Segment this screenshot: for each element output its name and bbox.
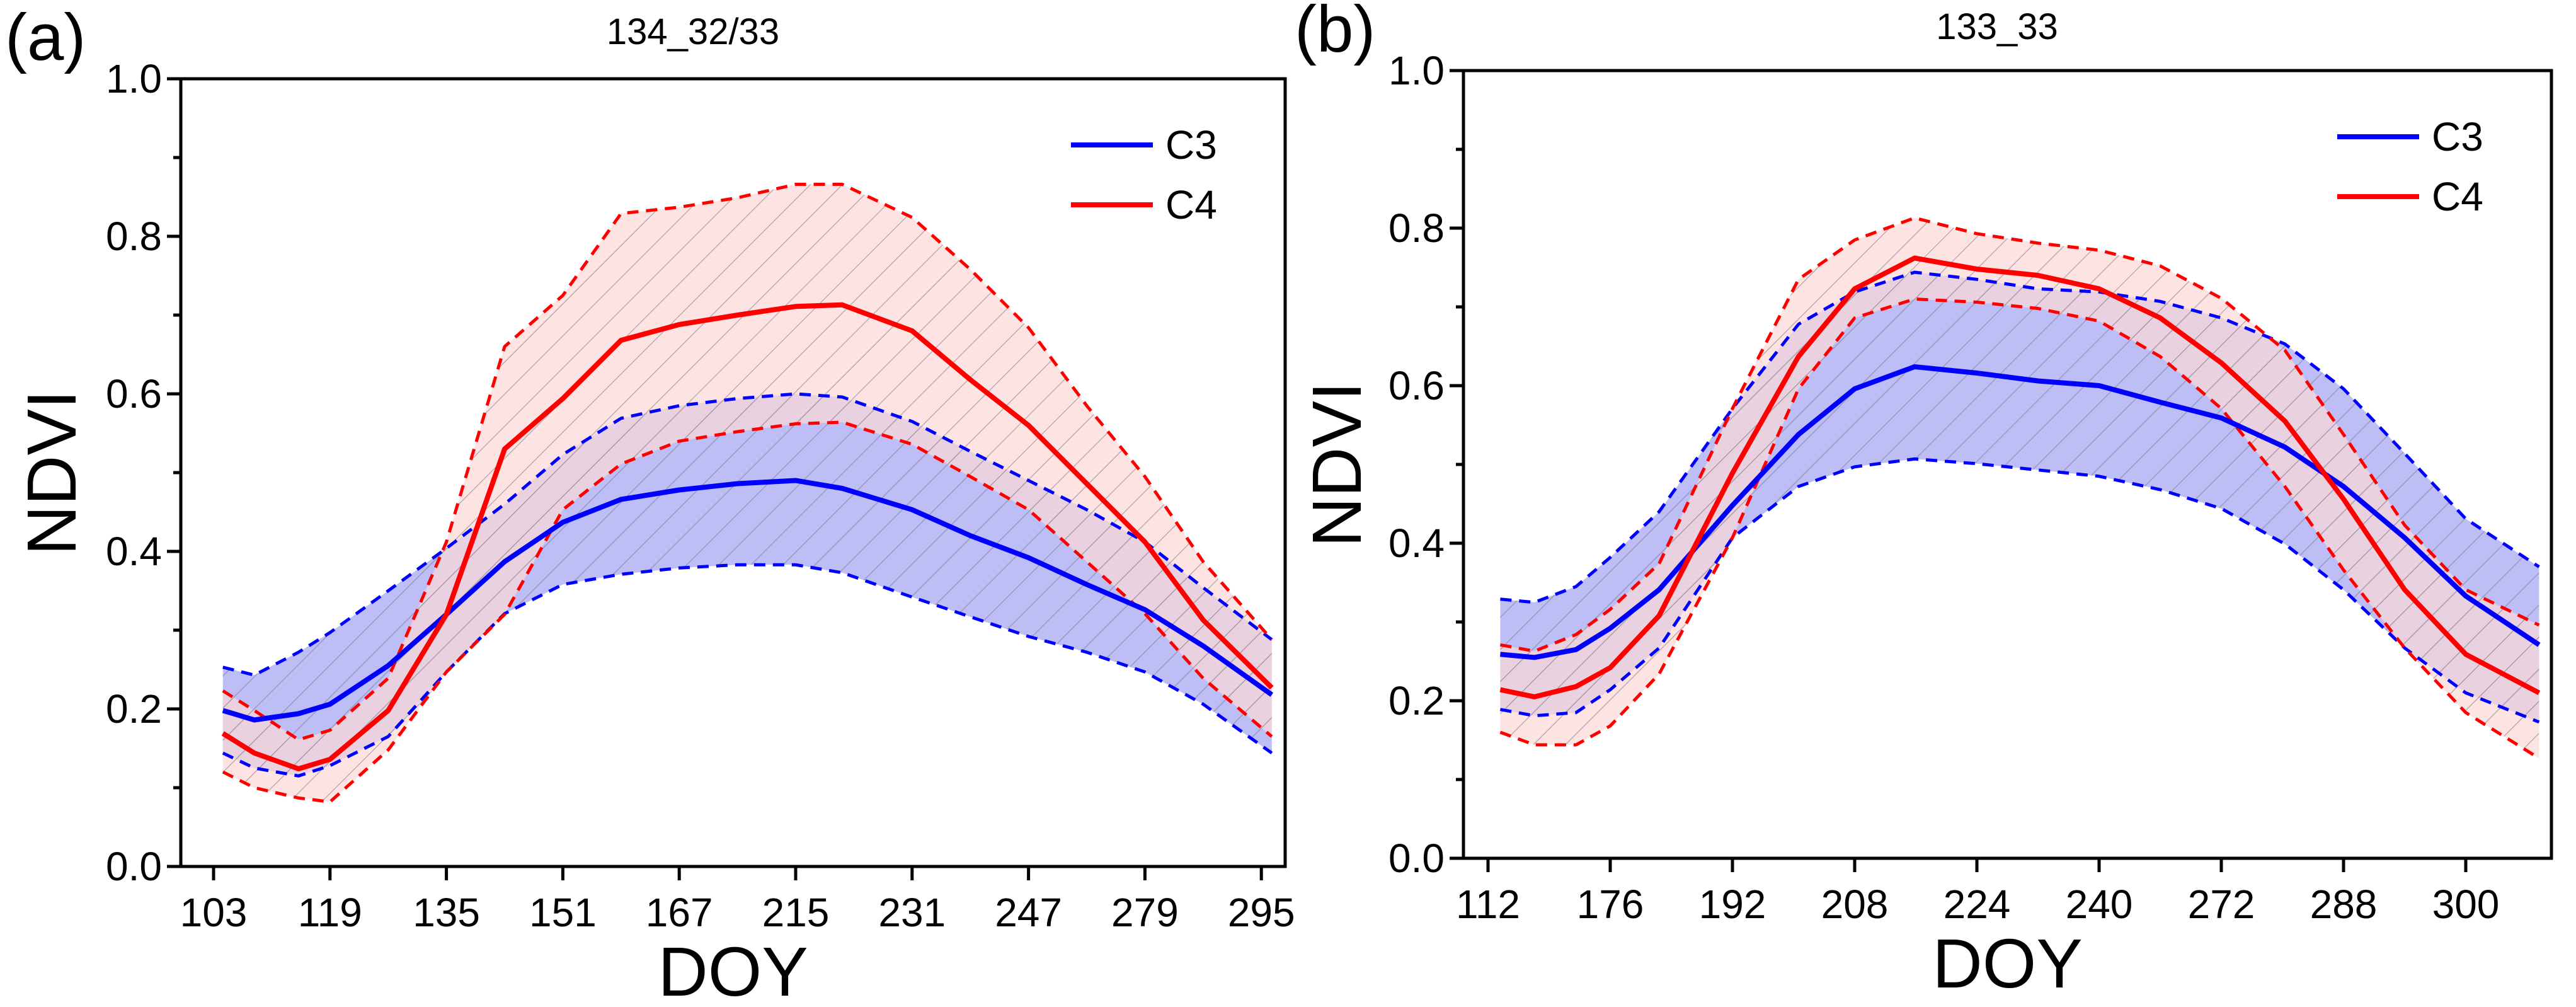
y-tick-label: 0.8 xyxy=(106,214,162,259)
chart-title: 134_32/33 xyxy=(607,11,779,52)
x-tick-label: 151 xyxy=(529,890,597,935)
x-tick-label: 240 xyxy=(2066,882,2133,927)
c4-band-hatch xyxy=(1500,217,2539,759)
c4-mean-line xyxy=(221,302,1274,771)
x-tick-label: 231 xyxy=(878,890,946,935)
c3-lower-bound-line xyxy=(222,563,1273,778)
y-tick-label: 0.4 xyxy=(106,529,162,574)
x-tick-label: 295 xyxy=(1228,890,1295,935)
legend-label-c3: C3 xyxy=(2432,114,2483,159)
y-tick-label: 0.6 xyxy=(1388,363,1445,408)
x-tick-label: 272 xyxy=(2188,882,2255,927)
c3-lower-bound-line xyxy=(1499,457,2540,724)
chart-title: 133_33 xyxy=(1936,6,2058,47)
panel-label: (b) xyxy=(1295,0,1375,66)
c3-upper-bound-line xyxy=(1500,270,2540,604)
x-tick-label: 192 xyxy=(1699,882,1766,927)
x-tick-label: 224 xyxy=(1943,882,2011,927)
panel-b: 0.0 0.2 0.4 0.6 0.8 1.0 112 176 192 208 224 240 272 2… xyxy=(1295,0,2553,1003)
x-tick-label: 247 xyxy=(995,890,1062,935)
y-tick-label: 0.0 xyxy=(1388,836,1445,881)
y-axis-label: NDVI xyxy=(1298,382,1376,548)
c4-upper-bound-line xyxy=(1499,216,2540,653)
x-tick-label: 300 xyxy=(2432,882,2500,927)
y-tick-label: 0.6 xyxy=(106,371,162,417)
legend-label-c3: C3 xyxy=(1165,122,1217,168)
legend-label-c4: C4 xyxy=(2432,174,2483,219)
x-axis-label: DOY xyxy=(658,933,808,1007)
x-tick-label: 135 xyxy=(413,890,480,935)
y-tick-label: 1.0 xyxy=(1388,48,1445,93)
x-tick-label: 288 xyxy=(2310,882,2378,927)
x-tick-label: 103 xyxy=(180,890,248,935)
c4-upper-bound-line xyxy=(222,183,1273,742)
c4-lower-bound-line xyxy=(222,420,1273,804)
y-tick-label: 0.8 xyxy=(1388,205,1445,251)
c4-band-hatch xyxy=(222,184,1272,802)
c3-mean-line xyxy=(222,478,1274,723)
panel-a: 0.0 0.2 0.4 0.6 0.8 1.0 103 119 135 151 167 215 231 2… xyxy=(5,1,1295,1007)
panel-label: (a) xyxy=(5,1,86,74)
c3-upper-bound-line xyxy=(222,392,1273,677)
y-tick-label: 0.0 xyxy=(106,844,162,889)
c4-mean-line xyxy=(1499,255,2541,699)
x-tick-label: 112 xyxy=(1456,882,1520,927)
x-tick-label: 279 xyxy=(1111,890,1179,935)
x-tick-label: 208 xyxy=(1821,882,1889,927)
y-tick-label: 0.4 xyxy=(1388,521,1445,566)
x-axis-label: DOY xyxy=(1932,925,2082,1003)
x-tick-label: 176 xyxy=(1577,882,1644,927)
legend-label-c4: C4 xyxy=(1165,182,1217,227)
x-tick-label: 167 xyxy=(646,890,713,935)
y-tick-label: 0.2 xyxy=(1388,678,1445,723)
x-tick-label: 215 xyxy=(762,890,830,935)
x-tick-label: 119 xyxy=(298,890,362,935)
y-axis-label: NDVI xyxy=(13,390,91,556)
c4-lower-bound-line xyxy=(1499,297,2540,760)
c3-mean-line xyxy=(1500,364,2541,660)
y-tick-label: 1.0 xyxy=(106,56,162,101)
y-tick-label: 0.2 xyxy=(106,686,162,732)
